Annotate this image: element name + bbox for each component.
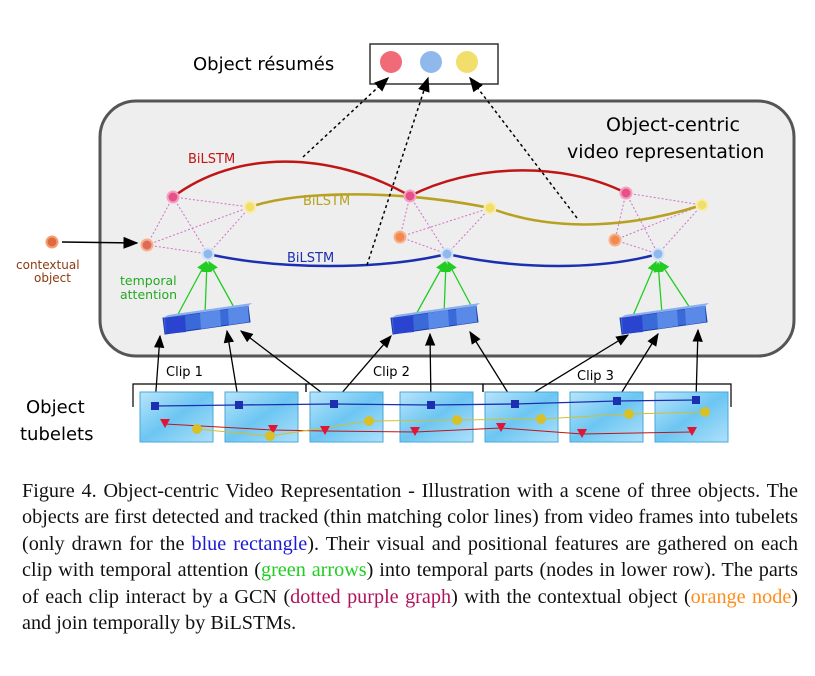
caption-part-1: Figure 4. Object-centric Video Represent…	[22, 480, 798, 555]
bilstm-blue-label: BiLSTM	[287, 251, 334, 266]
red-tubelet-triangles	[160, 419, 697, 438]
resume-red-node	[380, 51, 402, 73]
attention-arrows	[175, 260, 693, 319]
caption-highlight-blue-rectangle: blue rectangle	[191, 532, 308, 555]
caption-highlight-dotted-purple-graph: dotted purple graph	[290, 585, 452, 608]
representation-label-line2: video representation	[567, 141, 764, 163]
clip1-label: Clip 1	[166, 365, 203, 380]
diagram: Object résumés Object-centric video repr…	[16, 43, 796, 445]
video-frame	[224, 391, 299, 443]
caption-highlight-orange-node: orange node	[690, 585, 792, 608]
red-node	[619, 186, 633, 200]
video-frame	[309, 391, 384, 443]
object-nodes	[140, 186, 709, 261]
bilstm-yellow-label: BiLSTM	[303, 194, 350, 209]
temporal-part-clip2	[390, 303, 480, 335]
resume-arrow-blue	[366, 76, 430, 266]
video-frame	[399, 391, 474, 443]
contextual-label-line2: object	[34, 271, 71, 285]
representation-label-line1: Object-centric	[606, 114, 740, 136]
clip-brackets	[132, 383, 732, 407]
contextual-arrow	[61, 236, 139, 249]
video-frame	[139, 391, 214, 443]
blue-tubelet-boxes	[151, 396, 700, 410]
contextual-label-line1: contextual	[16, 258, 80, 272]
yellow-node	[483, 201, 497, 215]
blue-node	[201, 247, 215, 261]
representation-box	[98, 99, 796, 358]
orange-node	[140, 238, 154, 252]
caption-part-2: ). Their visual and positional features …	[22, 532, 798, 582]
red-node	[403, 189, 417, 203]
contextual-object-node	[45, 235, 59, 249]
video-frame	[484, 391, 559, 443]
red-node	[166, 190, 180, 204]
orange-node	[393, 230, 407, 244]
resume-blue-node	[420, 51, 442, 73]
caption-part-3: ) into temporal parts (nodes in lower ro…	[22, 559, 798, 608]
blue-node	[651, 247, 665, 261]
yellow-tubelet-dots	[192, 407, 710, 441]
resume-yellow-node	[456, 51, 478, 73]
yellow-node	[695, 198, 709, 212]
resume-arrow-yellow	[469, 76, 578, 219]
yellow-node	[243, 200, 257, 214]
figure-caption: Figure 4. Object-centric Video Represent…	[22, 478, 798, 636]
clip3-label: Clip 3	[577, 369, 614, 384]
caption-highlight-green-arrows: green arrows	[260, 559, 367, 582]
bilstm-red-label: BiLSTM	[188, 152, 235, 167]
tubelets-label-line1: Object	[26, 397, 85, 418]
clip2-label: Clip 2	[373, 365, 410, 380]
video-frames	[139, 391, 729, 443]
temporal-part-clip3	[619, 303, 709, 335]
caption-part-5: ) and join temporally by BiLSTMs.	[22, 585, 799, 635]
caption-part-4: ) with the contextual object (	[451, 585, 691, 608]
resume-arrow-red	[302, 76, 390, 158]
resumes-label: Object résumés	[193, 54, 334, 75]
blue-node	[440, 247, 454, 261]
tubelets-label-line2: tubelets	[20, 424, 93, 445]
temporal-part-clip1	[162, 303, 252, 335]
temporal-attention-line1: temporal	[120, 273, 177, 288]
orange-node	[608, 233, 622, 247]
temporal-attention-line2: attention	[120, 287, 177, 302]
